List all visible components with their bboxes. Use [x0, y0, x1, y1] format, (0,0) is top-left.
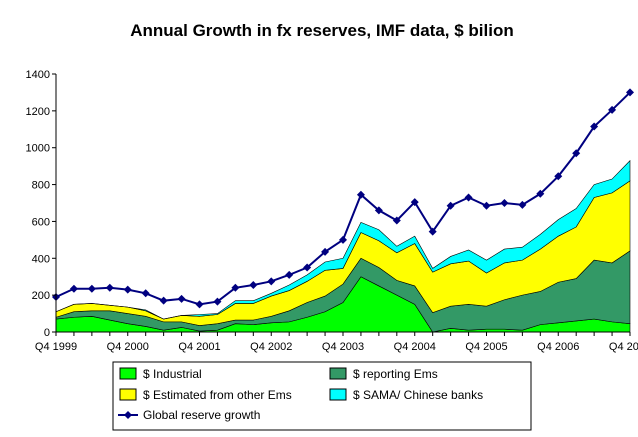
y-tick-label: 1400: [26, 69, 50, 81]
x-tick-label: Q4 2007: [609, 341, 638, 353]
y-tick-label: 600: [32, 216, 50, 228]
legend-label: Global reserve growth: [143, 408, 260, 422]
x-tick-label: Q4 2005: [465, 341, 507, 353]
legend-label: $ reporting Ems: [353, 367, 438, 381]
x-tick-label: Q4 2000: [107, 341, 149, 353]
area-sama-chinese-banks: [55, 159, 631, 320]
reserve-growth-marker: [141, 289, 150, 298]
reserve-growth-marker: [321, 247, 330, 256]
reserve-growth-marker: [500, 199, 509, 207]
legend-swatch: [329, 367, 347, 380]
reserve-growth-marker: [285, 270, 294, 279]
reserve-growth-marker: [518, 200, 527, 209]
x-tick-label: Q4 2002: [250, 341, 292, 353]
legend-label: $ SAMA/ Chinese banks: [353, 388, 483, 402]
reserve-growth-marker: [213, 297, 222, 306]
legend-box: [112, 361, 532, 431]
y-tick-label: 0: [44, 327, 50, 339]
reserve-growth-marker: [590, 122, 599, 131]
reserve-growth-marker: [572, 149, 581, 158]
y-tick-label: 1200: [26, 106, 50, 118]
x-tick-label: Q4 2006: [537, 341, 579, 353]
reserve-growth-marker: [69, 284, 78, 293]
y-tick-label: 200: [32, 290, 50, 302]
x-tick-label: Q4 2004: [394, 341, 436, 353]
chart-title: Annual Growth in fx reserves, IMF data, …: [130, 21, 514, 40]
reserve-growth-marker: [159, 296, 168, 305]
reserve-growth-marker: [231, 283, 240, 292]
axes: 0 200 400 600 800 1000 1200 1400 Q4 1999 Q4 2000 Q…: [26, 69, 638, 353]
reserve-growth-marker: [626, 88, 634, 97]
reserve-growth-marker: [536, 189, 545, 198]
x-tick-label: Q4 1999: [35, 341, 77, 353]
plot-areas: [55, 159, 631, 333]
legend-swatch: [329, 388, 347, 401]
x-tick-label: Q4 2003: [322, 341, 364, 353]
reserve-growth-marker: [608, 105, 617, 114]
x-tick-label: Q4 2001: [178, 341, 220, 353]
legend-line-marker: [124, 411, 132, 419]
reserve-growth-marker: [339, 235, 347, 244]
reserve-growth-marker: [554, 172, 563, 181]
reserve-growth-marker: [482, 201, 491, 210]
reserve-growth-marker: [267, 277, 276, 286]
legend-swatch: [119, 367, 137, 380]
reserve-growth-marker: [356, 190, 365, 199]
reserve-growth-marker: [374, 206, 383, 215]
legend-label: $ Industrial: [143, 367, 202, 381]
y-tick-label: 400: [32, 253, 50, 265]
reserve-growth-marker: [249, 281, 258, 290]
reserve-growth-marker: [303, 263, 312, 272]
reserve-growth-marker: [446, 201, 455, 210]
reserve-growth-marker: [428, 227, 437, 236]
legend: $ Industrial $ reporting Ems $ Estimated f…: [112, 361, 532, 431]
reserve-growth-marker: [105, 283, 114, 292]
legend-label: $ Estimated from other Ems: [143, 388, 292, 402]
reserve-growth-marker: [177, 294, 186, 303]
reserve-growth-marker: [410, 198, 419, 207]
y-tick-label: 1000: [26, 143, 50, 155]
legend-swatch: [119, 388, 137, 401]
reserve-growth-marker: [123, 285, 132, 294]
y-tick-label: 800: [32, 180, 50, 192]
reserve-growth-marker: [392, 216, 401, 225]
reserve-growth-marker: [464, 193, 473, 202]
reserve-growth-marker: [87, 284, 96, 293]
reserve-growth-line-group: [52, 88, 634, 309]
reserve-growth-marker: [195, 300, 204, 309]
